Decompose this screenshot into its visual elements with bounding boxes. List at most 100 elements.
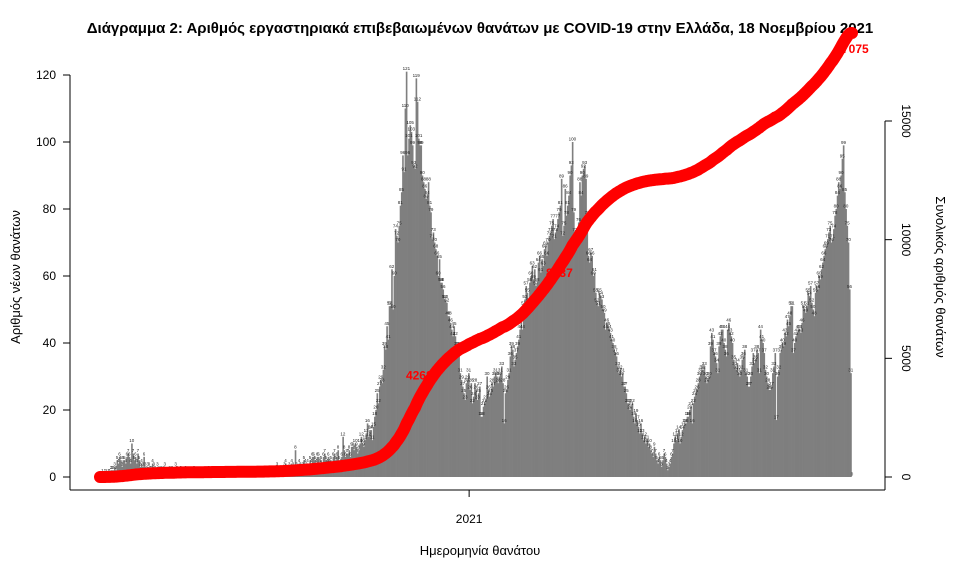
bar: [402, 155, 404, 477]
bar-value-label: 30: [484, 371, 490, 376]
bar: [403, 172, 405, 477]
bar-value-label: 38: [754, 344, 760, 349]
bar-value-label: 13: [640, 428, 646, 433]
bar: [411, 145, 414, 477]
bar-value-label: 18: [372, 411, 378, 416]
bar-value-label: 68: [823, 244, 829, 249]
bar: [555, 229, 558, 477]
bar-value-label: 6: [344, 451, 347, 456]
bar-value-label: 6: [349, 451, 352, 456]
bar: [520, 316, 523, 477]
bar-value-label: 4: [129, 458, 132, 463]
bar-value-label: 90: [839, 170, 845, 175]
bar: [409, 125, 412, 477]
bar-value-label: 75: [549, 220, 555, 225]
bar: [469, 389, 471, 477]
bar: [433, 242, 436, 477]
bar-value-label: 4: [665, 458, 668, 463]
bar: [481, 416, 484, 477]
bar-value-label: 26: [473, 384, 479, 389]
bar: [708, 376, 711, 477]
bar-value-label: 31: [848, 368, 854, 373]
bar-value-label: 78: [832, 210, 838, 215]
bar-value-label: 16: [682, 418, 688, 423]
bar: [122, 460, 125, 477]
bar-value-label: 50: [600, 304, 606, 309]
bar-value-label: 13: [637, 428, 643, 433]
bar-value-label: 17: [635, 415, 641, 420]
bar: [421, 175, 424, 477]
bar: [480, 416, 482, 477]
bar: [691, 423, 694, 477]
bar: [726, 329, 729, 477]
bar-value-label: 31: [698, 368, 704, 373]
bar-value-label: 52: [444, 297, 450, 302]
bar-value-label: 59: [531, 274, 537, 279]
bar: [551, 225, 553, 477]
bar-value-label: 71: [552, 234, 558, 239]
bar: [505, 389, 508, 477]
bar-value-label: 55: [593, 287, 599, 292]
bar: [636, 420, 639, 477]
bar-value-label: 3: [288, 461, 291, 466]
bar-value-label: 23: [483, 394, 489, 399]
bar: [396, 235, 398, 477]
bar: [785, 336, 788, 477]
bar-value-label: 34: [735, 358, 741, 363]
bar-value-label: 22: [691, 398, 697, 403]
bar-value-label: 41: [710, 334, 716, 339]
bar: [641, 433, 644, 477]
bar: [397, 242, 399, 477]
bar-value-label: 6: [317, 451, 320, 456]
bar: [706, 383, 708, 477]
bar-value-label: 6: [332, 451, 335, 456]
bar: [712, 339, 714, 477]
bar: [663, 453, 666, 477]
bar: [538, 255, 541, 477]
bar-value-label: 4: [318, 458, 321, 463]
bar-value-label: 5: [119, 455, 122, 460]
bar-value-label: 32: [701, 364, 707, 369]
bar: [731, 343, 734, 477]
bar: [137, 453, 139, 477]
bar: [414, 168, 416, 478]
bar: [509, 356, 512, 477]
bar: [610, 339, 613, 477]
bar: [842, 145, 845, 477]
bar-value-label: 3: [141, 461, 144, 466]
bar-value-label: 36: [741, 351, 747, 356]
bar: [486, 376, 488, 477]
bar: [523, 306, 525, 477]
bar: [846, 225, 849, 477]
bar-value-label: 65: [539, 254, 545, 259]
bar: [566, 205, 569, 477]
bar: [492, 386, 495, 477]
bar-value-label: 19: [633, 408, 639, 413]
bar-value-label: 25: [693, 388, 699, 393]
bar: [809, 286, 812, 477]
bar: [779, 353, 781, 477]
bar: [713, 353, 716, 477]
bar: [686, 416, 689, 477]
bar-value-label: 84: [566, 190, 572, 195]
bar-value-label: 11: [674, 435, 679, 440]
bar: [408, 138, 410, 477]
bar-value-label: 5: [329, 455, 332, 460]
bar: [507, 379, 509, 477]
bar: [743, 349, 746, 477]
bar-value-label: 63: [541, 260, 547, 265]
bar-value-label: 5: [338, 455, 341, 460]
bar-value-label: 55: [806, 287, 812, 292]
bar-value-label: 56: [815, 284, 821, 289]
bar-value-label: 86: [422, 183, 428, 188]
bar: [758, 373, 761, 477]
bar: [558, 212, 561, 477]
bar-value-label: 6: [126, 451, 129, 456]
bar-value-label: 14: [680, 425, 686, 430]
bar: [543, 249, 546, 477]
bar-value-label: 57: [814, 281, 820, 286]
bar: [621, 373, 624, 477]
bar-value-label: 99: [841, 140, 847, 145]
bar: [475, 389, 478, 477]
